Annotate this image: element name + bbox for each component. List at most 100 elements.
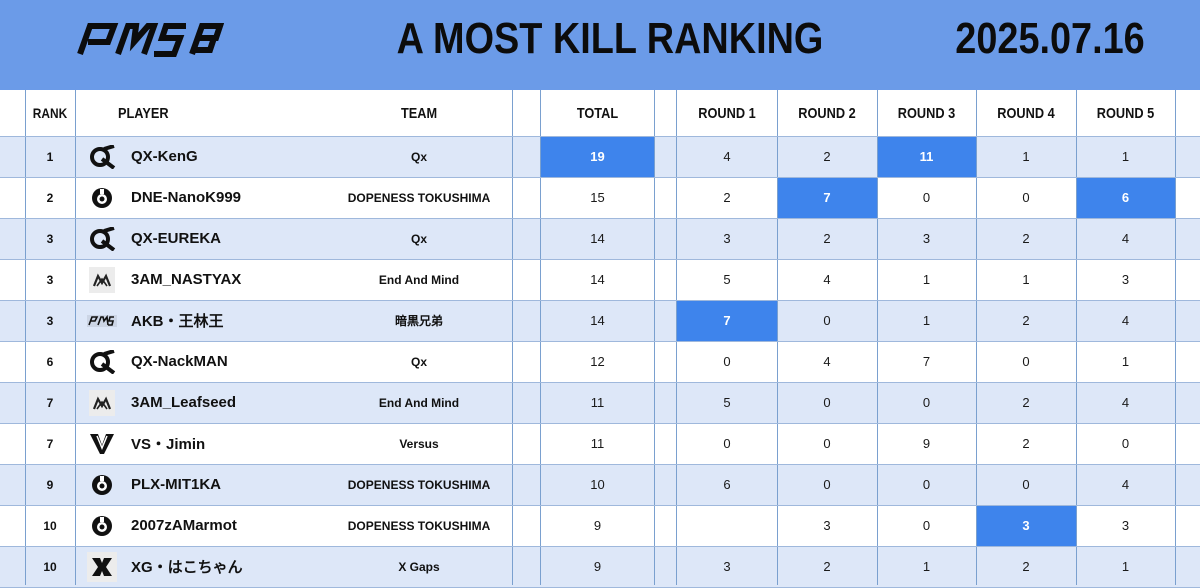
row-divider: [0, 218, 1200, 219]
round-3-kills-cell: 7: [922, 354, 931, 369]
total-kills-cell: 14: [590, 313, 605, 328]
round-5-kills-cell: 4: [1121, 231, 1130, 246]
round-3-kills-cell: 11: [877, 136, 976, 177]
round-1-kills-cell: 6: [723, 477, 731, 492]
round-4-kills-cell: 2: [1022, 231, 1030, 246]
rank-cell: 10: [43, 518, 57, 533]
player-name: AKB・王林王: [131, 313, 224, 330]
col-header-rank: RANK: [32, 105, 68, 121]
total-kills-cell: 14: [590, 231, 605, 246]
col-header-team: TEAM: [400, 104, 438, 122]
table-row: 3 QX-EUREKA Qx 14 3 2 3 2 4: [0, 218, 1200, 259]
team-name: Qx: [410, 354, 427, 369]
table-row: 1 QX-KenG Qx 19 4 2 11 1 1: [0, 136, 1200, 177]
row-divider: [0, 505, 1200, 506]
table-row: 10 2007zAMarmot DOPENESS TOKUSHIMA 9 3 0 3 3: [0, 505, 1200, 546]
row-divider: [0, 546, 1200, 547]
qx-logo-icon: [86, 140, 118, 173]
total-kills-cell: 9: [593, 559, 602, 574]
round-3-kills-cell: 1: [922, 313, 931, 328]
dopeness-logo-icon: [86, 509, 118, 542]
round-1-kills-cell: 0: [723, 436, 731, 451]
column-divider: [976, 90, 977, 585]
round-1-kills-cell: 4: [723, 149, 731, 164]
team-name: Qx: [410, 149, 427, 164]
round-2-kills-cell: 4: [823, 272, 831, 287]
rank-cell: 2: [46, 190, 54, 205]
round-2-kills-cell: 2: [823, 231, 831, 246]
row-divider: [0, 341, 1200, 342]
rank-cell: 10: [43, 559, 57, 574]
player-name: XG・はこちゃん: [131, 559, 243, 576]
dopeness-logo-icon: [86, 181, 118, 214]
round-5-kills-cell: 4: [1121, 313, 1130, 328]
round-5-kills-cell: 3: [1121, 518, 1130, 533]
total-kills-cell: 10: [590, 477, 605, 492]
round-1-kills-cell: 0: [723, 354, 731, 369]
round-5-kills-cell: 0: [1121, 436, 1130, 451]
round-1-kills-cell: 5: [723, 395, 731, 410]
round-5-kills-cell: 1: [1121, 149, 1130, 164]
round-1-kills-cell: 3: [723, 559, 731, 574]
page-title: A MOST KILL RANKING: [396, 14, 824, 63]
table-header-row: RANK PLAYER TEAM TOTAL ROUND 1 ROUND 2 R…: [0, 90, 1200, 136]
player-name: 3AM_NASTYAX: [131, 271, 242, 288]
round-4-kills-cell: 0: [1022, 190, 1030, 205]
round-3-kills-cell: 0: [922, 518, 931, 533]
team-name: End And Mind: [378, 272, 460, 287]
rank-cell: 3: [46, 231, 54, 246]
round-5-kills-cell: 3: [1121, 272, 1130, 287]
rank-cell: 3: [46, 272, 54, 287]
team-name: 暗黒兄弟: [394, 314, 443, 328]
table-row: 2 DNE-NanoK999 DOPENESS TOKUSHIMA 15 2 7 0 0 6: [0, 177, 1200, 218]
round-2-kills-cell: 4: [823, 354, 831, 369]
round-1-kills-cell: 3: [723, 231, 731, 246]
round-3-kills-cell: 3: [922, 231, 931, 246]
round-2-kills-cell: 0: [823, 477, 831, 492]
event-date: 2025.07.16: [955, 14, 1145, 63]
column-divider: [777, 90, 778, 585]
round-5-kills-cell: 4: [1121, 395, 1130, 410]
round-1-kills-cell: [677, 505, 777, 546]
player-name: QX-EUREKA: [131, 230, 222, 247]
total-kills-cell: 9: [593, 518, 602, 533]
rank-cell: 3: [46, 313, 54, 328]
player-name: DNE-NanoK999: [131, 189, 242, 206]
round-3-kills-cell: 1: [922, 272, 931, 287]
player-name: VS・Jimin: [131, 436, 206, 453]
pmsb-logo-icon: [86, 304, 118, 337]
row-divider: [0, 300, 1200, 301]
rank-cell: 1: [46, 149, 54, 164]
row-divider: [0, 177, 1200, 178]
round-3-kills-cell: 0: [922, 190, 931, 205]
col-header-round3: ROUND 3: [897, 104, 956, 122]
table-row: 9 PLX-MIT1KA DOPENESS TOKUSHIMA 10 6 0 0 0 4: [0, 464, 1200, 505]
x-gaps-logo-icon: [86, 550, 118, 583]
total-kills-cell: 19: [541, 136, 654, 177]
pmsb-logo: [77, 23, 224, 57]
column-divider: [1175, 90, 1176, 585]
table-row: 6 QX-NackMAN Qx 12 0 4 7 0 1: [0, 341, 1200, 382]
total-kills-cell: 12: [590, 354, 605, 369]
row-divider: [0, 382, 1200, 383]
total-kills-cell: 14: [590, 272, 605, 287]
round-2-kills-cell: 0: [823, 313, 831, 328]
col-header-round1: ROUND 1: [698, 104, 756, 122]
round-5-kills-cell: 1: [1121, 354, 1130, 369]
round-3-kills-cell: 0: [922, 395, 931, 410]
round-5-kills-cell: 6: [1076, 177, 1175, 218]
table-row: 3 AKB・王林王 暗黒兄弟 14 7 0 1 2 4: [0, 300, 1200, 341]
qx-logo-icon: [86, 345, 118, 378]
round-4-kills-cell: 0: [1022, 354, 1030, 369]
rank-cell: 7: [46, 436, 54, 451]
team-name: Versus: [399, 436, 439, 451]
column-divider: [877, 90, 878, 585]
player-name: PLX-MIT1KA: [131, 476, 221, 493]
round-2-kills-cell: 0: [823, 436, 831, 451]
row-divider: [0, 423, 1200, 424]
round-4-kills-cell: 2: [1022, 313, 1030, 328]
row-divider: [0, 136, 1200, 137]
round-4-kills-cell: 2: [1022, 395, 1030, 410]
table-row: 7 3AM_Leafseed End And Mind 11 5 0 0 2 4: [0, 382, 1200, 423]
total-kills-cell: 15: [590, 190, 605, 205]
